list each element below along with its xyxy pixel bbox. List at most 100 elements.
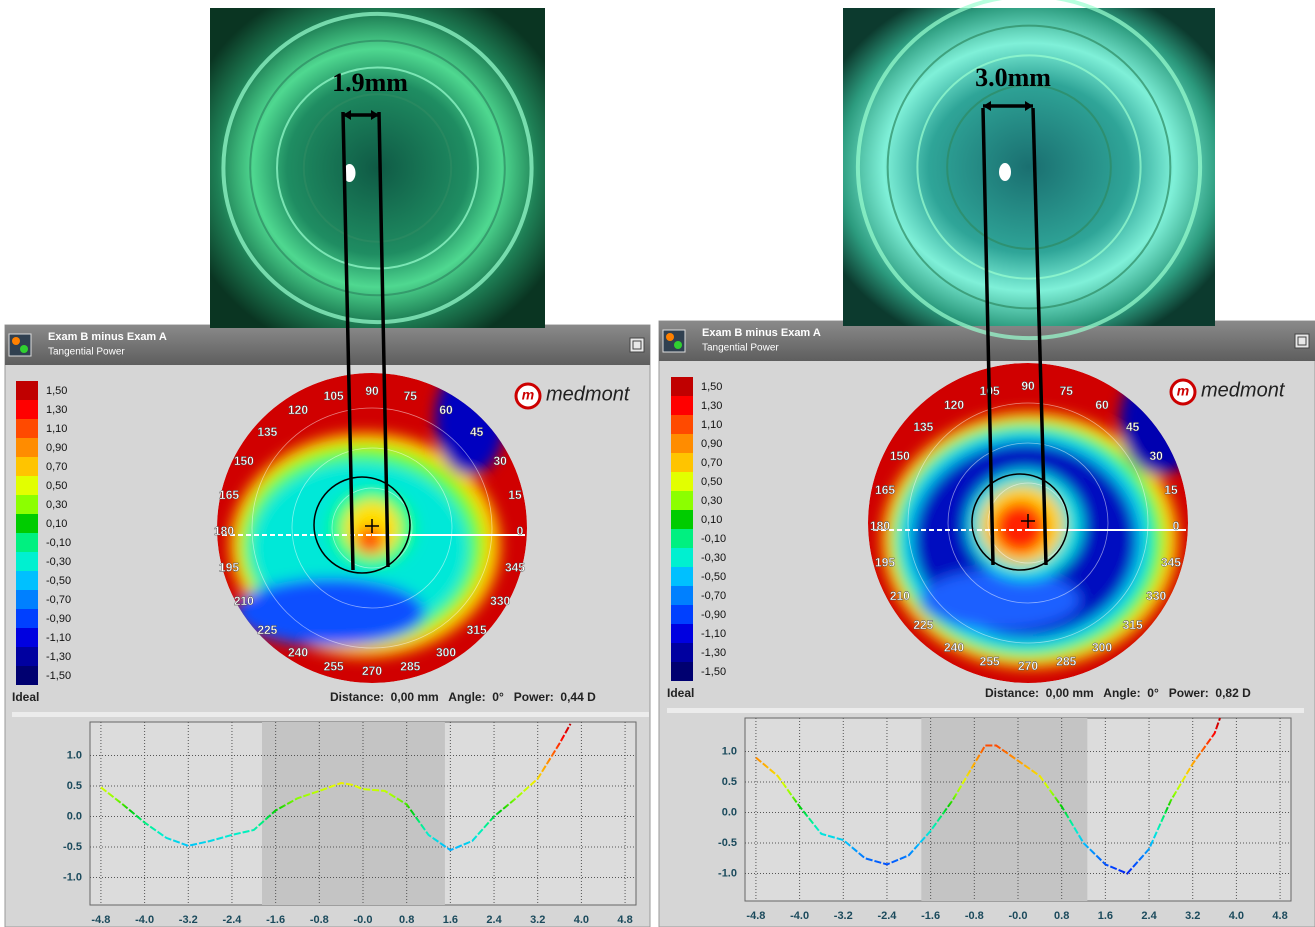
scale-label: -0,90 (46, 613, 71, 625)
x-tick-label: -4.0 (790, 910, 809, 922)
angle-label: 60 (439, 403, 453, 417)
angle-label: 15 (508, 488, 522, 502)
separator (667, 708, 1304, 713)
x-tick-label: 4.0 (574, 914, 589, 926)
light-reflex (999, 163, 1011, 181)
y-tick-label: 0.0 (67, 810, 82, 822)
scale-label: 1,30 (701, 400, 722, 412)
scale-swatch (671, 453, 693, 472)
scale-label: -0,30 (701, 552, 726, 564)
scale-label: 0,70 (701, 457, 722, 469)
scale-label: -0,90 (701, 609, 726, 621)
scale-swatch (671, 586, 693, 605)
angle-label: 165 (219, 488, 239, 502)
window-button[interactable] (630, 338, 644, 352)
angle-label: 165 (875, 483, 895, 497)
angle-label: 180 (870, 519, 890, 533)
scale-label: 0,70 (46, 461, 67, 473)
status-bar: Distance: 0,00 mm Angle: 0° Power: 0,82 … (985, 686, 1251, 700)
x-tick-label: -3.2 (834, 910, 853, 922)
x-tick-label: -2.4 (877, 910, 897, 922)
angle-label: 195 (875, 555, 895, 569)
angle-label: 30 (1149, 449, 1163, 463)
window-icon (9, 334, 31, 356)
scale-swatch (671, 548, 693, 567)
x-tick-label: 0.8 (1054, 910, 1069, 922)
angle-label: 255 (324, 659, 344, 673)
scale-label: -0,10 (701, 533, 726, 545)
angle-label: 195 (219, 560, 239, 574)
scale-swatch (16, 628, 38, 647)
window-button[interactable] (1295, 334, 1309, 348)
angle-label: 285 (400, 659, 420, 673)
logo-icon-text: m (1177, 383, 1189, 399)
map-zone (994, 502, 1046, 554)
x-tick-label: -4.0 (135, 914, 154, 926)
scale-swatch (671, 415, 693, 434)
angle-label: 0 (517, 524, 524, 538)
angle-label: 240 (288, 645, 308, 659)
window-icon-dot (674, 341, 682, 349)
scale-swatch (16, 609, 38, 628)
photo-label: 1.9mm (332, 68, 408, 97)
angle-label: 120 (288, 403, 308, 417)
scale-swatch (16, 533, 38, 552)
angle-label: 345 (505, 560, 525, 574)
x-tick-label: 4.8 (617, 914, 632, 926)
scale-swatch (671, 529, 693, 548)
angle-label: 300 (1092, 640, 1112, 654)
x-tick-label: -0.0 (354, 914, 373, 926)
angle-label: 315 (467, 623, 487, 637)
angle-label: 75 (404, 389, 418, 403)
x-tick-label: 1.6 (1098, 910, 1113, 922)
angle-label: 135 (257, 425, 277, 439)
scale-label: -1,10 (46, 632, 71, 644)
scale-label: -0,50 (46, 575, 71, 587)
scale-label: -0,70 (46, 594, 71, 606)
scale-swatch (16, 647, 38, 666)
x-tick-label: 1.6 (443, 914, 458, 926)
angle-label: 135 (913, 420, 933, 434)
scale-label: -0,10 (46, 537, 71, 549)
scale-swatch (16, 476, 38, 495)
page: Exam B minus Exam ATangential Power1,501… (0, 0, 1315, 927)
x-tick-label: -0.8 (965, 910, 984, 922)
x-tick-label: -0.8 (310, 914, 329, 926)
scale-swatch (671, 434, 693, 453)
scale-label: 0,30 (701, 495, 722, 507)
angle-label: 255 (980, 654, 1000, 668)
scale-label: -1,30 (701, 647, 726, 659)
y-tick-label: 0.5 (722, 776, 737, 788)
y-tick-label: -0.5 (718, 837, 737, 849)
angle-label: 60 (1095, 398, 1109, 412)
x-tick-label: 2.4 (486, 914, 502, 926)
window-title: Exam B minus Exam A (702, 327, 821, 339)
scale-label: -0,30 (46, 556, 71, 568)
angle-label: 300 (436, 645, 456, 659)
scale-label: 1,50 (701, 381, 722, 393)
scale-swatch (16, 438, 38, 457)
scale-swatch (16, 400, 38, 419)
angle-label: 90 (1021, 379, 1035, 393)
x-tick-label: -0.0 (1009, 910, 1028, 922)
angle-label: 270 (362, 664, 382, 678)
scale-label: 1,10 (701, 419, 722, 431)
angle-label: 210 (890, 589, 910, 603)
scale-swatch (16, 457, 38, 476)
y-tick-label: 1.0 (722, 745, 737, 757)
x-tick-label: 4.8 (1272, 910, 1287, 922)
scale-label: 0,30 (46, 499, 67, 511)
scale-swatch (671, 624, 693, 643)
x-tick-label: -4.8 (746, 910, 765, 922)
angle-label: 330 (490, 594, 510, 608)
y-tick-label: -0.5 (63, 841, 82, 853)
scale-swatch (671, 510, 693, 529)
window-icon-dot (12, 337, 20, 345)
scale-swatch (671, 472, 693, 491)
photo-label: 3.0mm (975, 63, 1051, 92)
logo-text: medmont (1201, 379, 1286, 401)
scale-swatch (671, 377, 693, 396)
x-tick-label: 3.2 (1185, 910, 1200, 922)
angle-label: 180 (214, 524, 234, 538)
